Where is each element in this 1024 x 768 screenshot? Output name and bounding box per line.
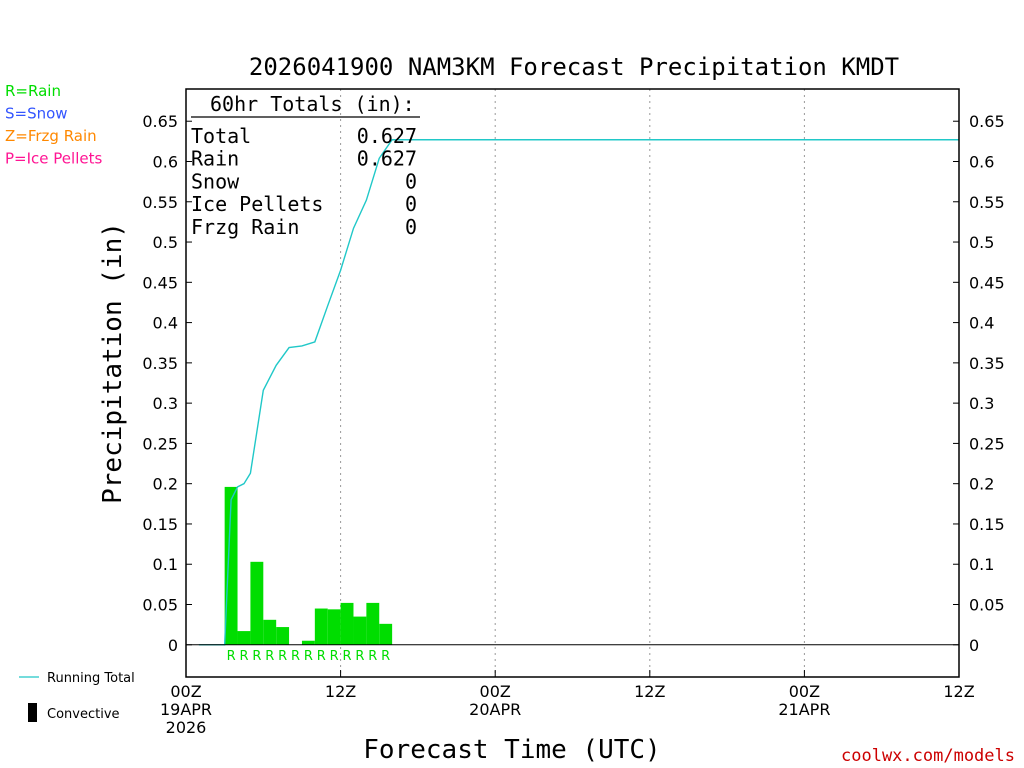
totals-box: 60hr Totals (in): Total 0.627 Rain 0.627 Sno… (191, 92, 420, 239)
y-tick-label-left: 0.15 (142, 515, 178, 534)
y-tick-label-right: 0.1 (969, 555, 994, 574)
y-tick-label-right: 0.35 (969, 354, 1005, 373)
precip-type-label: R (291, 649, 300, 664)
credit-url: coolwx.com/models (841, 746, 1015, 766)
precip-type-label: R (355, 649, 364, 664)
x-tick-label: 00Z (170, 682, 201, 701)
totals-row-label: Total (191, 124, 251, 148)
x-tick-label: 2026 (166, 718, 207, 737)
y-tick-label-left: 0.25 (142, 434, 178, 453)
y-tick-label-right: 0.65 (969, 112, 1005, 131)
precip-bar (224, 486, 238, 645)
precip-bar (237, 631, 251, 645)
y-tick-label-left: 0.4 (153, 314, 178, 333)
precip-type-label: R (304, 649, 313, 664)
x-axis-label: Forecast Time (UTC) (363, 735, 660, 765)
precip-type-label: R (317, 649, 326, 664)
precip-type-label: R (227, 649, 236, 664)
totals-row-value: 0 (405, 192, 417, 216)
chart-title: 2026041900 NAM3KM Forecast Precipitation… (249, 53, 899, 81)
precip-bar (276, 627, 290, 645)
x-tick-label: 12Z (325, 682, 356, 701)
convective-legend-label: Convective (47, 707, 120, 722)
precip-bar (353, 616, 367, 645)
x-tick-label: 00Z (789, 682, 820, 701)
y-tick-label-left: 0.65 (142, 112, 178, 131)
precip-type-legend: R=Rain S=Snow Z=Frzg Rain P=Ice Pellets (5, 82, 102, 168)
x-tick-label: 20APR (469, 700, 521, 719)
totals-row-label: Ice Pellets (191, 192, 323, 216)
y-tick-label-left: 0.1 (153, 555, 178, 574)
precip-type-legend-item: P=Ice Pellets (5, 150, 102, 168)
precip-bar (301, 640, 315, 645)
totals-header: 60hr Totals (in): (210, 92, 415, 116)
precip-type-label: R (343, 649, 352, 664)
precip-type-legend-item: S=Snow (5, 105, 68, 123)
totals-row-value: 0 (405, 169, 417, 193)
y-axis-label: Precipitation (in) (98, 222, 128, 504)
precip-bar (366, 602, 380, 645)
y-tick-label-right: 0.5 (969, 233, 994, 252)
precip-bar (250, 561, 264, 645)
y-tick-label-left: 0.5 (153, 233, 178, 252)
precip-bar (340, 602, 354, 645)
totals-row-label: Rain (191, 147, 239, 171)
precip-type-label: R (278, 649, 287, 664)
precip-type-label: R (368, 649, 377, 664)
x-tick-label: 19APR (160, 700, 212, 719)
totals-row-value: 0.627 (357, 147, 417, 171)
precip-type-label: R (381, 649, 390, 664)
totals-row-value: 0 (405, 215, 417, 239)
totals-row-label: Frzg Rain (191, 215, 299, 239)
y-tick-label-left: 0.35 (142, 354, 178, 373)
y-tick-label-right: 0.2 (969, 475, 994, 494)
precip-bar (314, 608, 328, 645)
y-tick-label-right: 0.15 (969, 515, 1005, 534)
y-tick-label-right: 0.05 (969, 596, 1005, 615)
y-tick-label-left: 0.05 (142, 596, 178, 615)
running-total-line (198, 139, 959, 646)
precip-type-legend-item: R=Rain (5, 82, 61, 100)
y-tick-label-left: 0.6 (153, 152, 178, 171)
y-tick-label-right: 0.55 (969, 193, 1005, 212)
precip-type-label: R (330, 649, 339, 664)
grid-lines (340, 89, 805, 677)
x-tick-label: 12Z (634, 682, 665, 701)
totals-row-label: Snow (191, 169, 240, 193)
y-tick-label-right: 0.45 (969, 273, 1005, 292)
precip-type-legend-item: Z=Frzg Rain (5, 127, 97, 145)
plot-frame (185, 88, 960, 678)
axes: 0 00.05 0.050.1 0.10.15 0.150.2 0.20.25 0.250.… (142, 88, 1005, 737)
precip-type-label: R (265, 649, 274, 664)
totals-row-value: 0.627 (357, 124, 417, 148)
y-tick-label-left: 0 (168, 636, 178, 655)
y-tick-label-left: 0.3 (153, 394, 178, 413)
y-tick-label-right: 0 (969, 636, 979, 655)
y-tick-label-left: 0.45 (142, 273, 178, 292)
precip-type-label: R (239, 649, 248, 664)
y-tick-label-right: 0.4 (969, 314, 994, 333)
y-tick-label-left: 0.55 (142, 193, 178, 212)
running-total-legend-label: Running Total (47, 671, 135, 686)
precip-bar (327, 609, 341, 645)
running-total-layer (198, 139, 959, 646)
convective-legend-swatch (28, 703, 37, 722)
y-tick-label-right: 0.25 (969, 434, 1005, 453)
y-tick-label-right: 0.6 (969, 152, 994, 171)
x-tick-label: 00Z (480, 682, 511, 701)
x-tick-label: 21APR (778, 700, 830, 719)
x-tick-label: 12Z (943, 682, 974, 701)
precip-bar (263, 619, 277, 645)
precip-bar (379, 623, 393, 645)
y-tick-label-left: 0.2 (153, 475, 178, 494)
precip-type-label: R (252, 649, 261, 664)
y-tick-label-right: 0.3 (969, 394, 994, 413)
